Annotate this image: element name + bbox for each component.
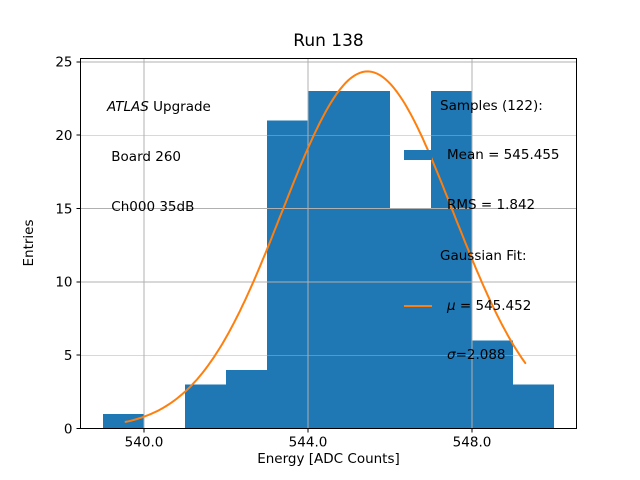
legend-row-rms: RMS = 1.842 [404,196,560,214]
legend: Samples (122): Mean = 545.455 RMS = 1.84… [404,65,560,396]
y-tick-label: 25 [55,55,72,71]
x-tick-label: 548.0 [453,435,492,451]
legend-handle-empty [404,248,432,266]
x-axis-label: Energy [ADC Counts] [257,451,400,467]
legend-mu-label: μ = 545.452 [440,298,531,314]
histogram-swatch [404,150,432,161]
legend-row-sigma: σ=2.088 [404,347,560,365]
chart-title: Run 138 [293,31,364,51]
y-tick-label: 0 [64,421,73,437]
atlas-annotation-upgrade: Upgrade [148,98,211,115]
legend-mu-symbol: μ [447,297,456,314]
legend-sigma-value: =2.088 [455,347,506,364]
atlas-annotation: ATLAS Upgrade Board 260 Ch000 35dB [107,65,211,250]
y-tick-label: 10 [55,275,72,291]
legend-mean-label: Mean = 545.455 [447,147,560,164]
legend-samples-header: Samples (122): [440,97,543,114]
legend-row-samples-header: Samples (122): [404,97,560,115]
legend-rms-label: RMS = 1.842 [447,196,536,213]
histogram-bar [103,413,144,429]
atlas-annotation-line1: ATLAS Upgrade [107,99,211,116]
x-tick-label: 540.0 [125,435,164,451]
atlas-annotation-channel: Ch000 35dB [107,199,195,216]
legend-row-fit-header: Gaussian Fit: [404,248,560,266]
legend-row-mu: μ = 545.452 [404,297,560,315]
histogram-bar [513,384,554,429]
y-axis-label: Entries [21,219,37,267]
legend-handle-empty [404,196,432,214]
y-tick-label: 15 [55,201,72,217]
legend-fit-header: Gaussian Fit: [440,248,527,265]
legend-sigma-label: σ=2.088 [440,347,506,363]
x-tick-label: 544.0 [289,435,328,451]
histogram-bar [185,384,226,429]
histogram-bar [431,91,472,429]
gaussian-fit-swatch [404,304,432,307]
legend-handle-empty [404,347,432,365]
atlas-annotation-experiment: ATLAS [107,98,149,115]
legend-sigma-symbol: σ [447,347,456,364]
legend-row-mean: Mean = 545.455 [404,147,560,165]
legend-handle-fit-line [404,297,432,315]
histogram-bar [390,208,431,429]
y-tick-label: 20 [55,128,72,144]
legend-mu-value: = 545.452 [455,297,532,314]
gaussian-fit-curve [124,70,527,423]
histogram-bar [308,91,349,429]
histogram-bar [226,369,267,429]
plot-frame [80,58,577,429]
legend-handle-empty [404,97,432,115]
histogram-bar [267,120,308,429]
legend-handle-histogram [404,147,432,165]
atlas-annotation-board: Board 260 [107,148,182,165]
histogram-bar [349,91,390,429]
y-tick-label: 5 [64,348,73,364]
